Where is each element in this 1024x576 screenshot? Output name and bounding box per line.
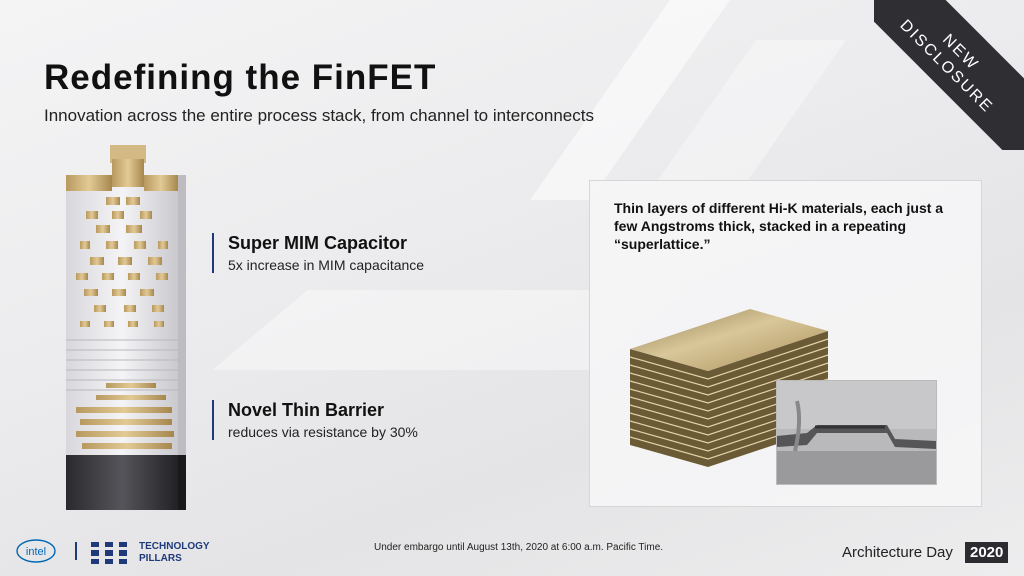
panel-description: Thin layers of different Hi-K materials,…: [614, 200, 944, 252]
callout-heading: Super MIM Capacitor: [228, 233, 408, 253]
callout-super-mim: Super MIM Capacitor 5x increase in MIM c…: [212, 233, 424, 273]
slide-subtitle: Innovation across the entire process sta…: [44, 106, 594, 125]
pillars-line-1: TECHNOLOGY: [139, 541, 210, 552]
pillars-line-2: PILLARS: [139, 553, 182, 564]
callout-subtext: reduces via resistance by 30%: [228, 424, 418, 440]
callout-thin-barrier: Novel Thin Barrier reduces via resistanc…: [212, 400, 418, 440]
transistor-stack-illustration: [66, 145, 186, 510]
tem-micrograph-image: [776, 380, 937, 485]
technology-pillars-icon: [91, 542, 127, 564]
slide-title: Redefining the FinFET: [44, 58, 437, 97]
event-year: 2020: [965, 542, 1009, 563]
callout-heading: Novel Thin Barrier: [228, 400, 385, 420]
callout-subtext: 5x increase in MIM capacitance: [228, 257, 425, 273]
embargo-notice: Under embargo until August 13th, 2020 at…: [374, 542, 664, 553]
technology-pillars-label: TECHNOLOGY PILLARS: [139, 541, 210, 565]
intel-logo-text: intel: [26, 546, 46, 558]
intel-logo: intel: [16, 539, 56, 563]
footer-separator: [75, 542, 77, 560]
event-name: Architecture Day: [842, 544, 953, 561]
new-disclosure-badge: NEW DISCLOSURE: [874, 0, 1024, 150]
superlattice-panel: Thin layers of different Hi-K materials,…: [589, 180, 982, 507]
